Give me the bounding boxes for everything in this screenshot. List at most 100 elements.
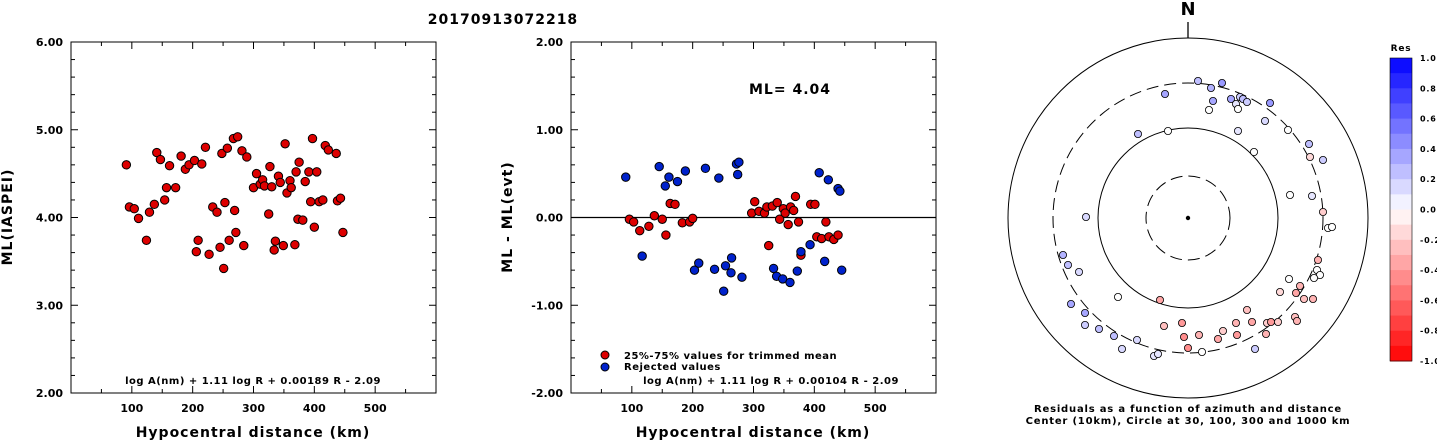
data-point [193,235,203,246]
ml-residual-y-axis-label: ML - ML(evt) [500,161,516,272]
colorbar-title: Res [1391,44,1412,54]
ml-iaspei-formula: log A(nm) + 1.11 log R + 0.00189 R - 2.0… [125,376,381,387]
station-marker [1296,281,1305,290]
station-marker [1198,347,1207,356]
data-point [649,211,660,221]
ml-residual-x-axis-label: Hypocentral distance (km) [636,425,871,441]
data-point [793,217,804,227]
rejected-data-point [654,161,664,172]
station-marker [1308,191,1317,200]
data-point [335,193,346,203]
data-point [278,240,289,251]
station-marker [1292,288,1301,297]
data-point [810,199,820,210]
y-tick-label: -2.00 [531,387,563,400]
colorbar-cell [1390,194,1412,210]
data-point [309,222,320,232]
station-marker [1161,90,1170,99]
station-marker [1075,267,1084,276]
data-point [657,214,667,224]
data-point [764,240,774,251]
station-marker [1214,334,1223,343]
rejected-data-point [621,172,631,182]
data-point [204,249,214,260]
station-marker [1262,329,1271,338]
station-marker [1267,317,1276,326]
data-point [628,217,639,227]
station-marker [1207,84,1216,93]
colorbar-cell [1390,103,1412,120]
rejected-data-point [664,172,674,182]
x-tick-label: 500 [864,402,887,415]
data-point [821,217,831,227]
station-marker [1248,317,1257,326]
station-marker [1133,335,1142,344]
rejected-data-point [819,256,830,267]
data-point [144,207,155,217]
legend-marker-trimmed [600,350,610,360]
data-point [197,159,207,169]
colorbar-cell [1390,345,1412,362]
colorbar-tick-label: 0.8 [1420,84,1437,93]
data-point [218,263,229,274]
ml-iaspei-plot-frame [70,41,437,394]
data-point [161,182,172,193]
x-tick-label: 300 [242,402,265,415]
rejected-data-point [805,240,815,250]
rejected-data-point [837,265,847,275]
data-point [298,215,308,225]
colorbar-tick-label: 0.2 [1420,175,1437,184]
data-point [170,182,181,193]
rejected-data-point [694,258,704,268]
data-point [788,205,799,216]
colorbar-cell [1390,285,1412,301]
data-point [750,197,760,207]
data-point [635,225,645,236]
data-point [176,151,186,161]
colorbar-tick-label: -0.8 [1420,327,1437,336]
data-point [215,242,225,253]
data-point [133,213,144,224]
polar-caption-line-1: Residuals as a function of azimuth and d… [1034,404,1342,415]
station-marker [1284,126,1293,135]
station-marker [1274,317,1283,326]
station-marker [1310,273,1319,282]
rejected-data-point [792,266,802,276]
rejected-data-point [700,163,711,174]
colorbar-tick-label: -0.6 [1420,296,1437,305]
data-point [304,167,314,177]
x-tick-label: 400 [803,402,826,415]
station-marker [1233,330,1242,339]
data-point [790,191,801,202]
colorbar-cell [1390,209,1412,226]
station-marker [1266,99,1275,108]
y-tick-label: 5.00 [36,124,63,137]
station-marker [1250,147,1259,156]
data-point [251,168,262,179]
station-marker [1134,129,1143,138]
rejected-data-point [672,176,683,187]
data-point [305,197,316,207]
station-marker [1064,260,1073,269]
colorbar-tick-label: 0.6 [1420,115,1437,124]
data-point [307,133,318,144]
legend-marker-rejected [600,362,610,372]
data-point [772,197,782,208]
station-marker [1067,299,1076,308]
colorbar-cell [1390,179,1412,195]
data-point [231,227,241,238]
data-point [291,167,301,177]
colorbar-cell [1390,148,1412,165]
x-tick-label: 300 [742,402,765,415]
station-marker [1110,331,1119,340]
ring-100km [1097,127,1279,309]
rejected-data-point [726,268,736,278]
colorbar-tick-label: 0.4 [1420,145,1437,154]
y-tick-label: 6.00 [36,36,63,49]
data-point [300,176,310,187]
station-marker [1154,349,1163,358]
x-tick-label: 400 [303,402,326,415]
rejected-data-point [714,173,724,183]
station-marker [1227,95,1236,104]
data-point [264,209,274,219]
